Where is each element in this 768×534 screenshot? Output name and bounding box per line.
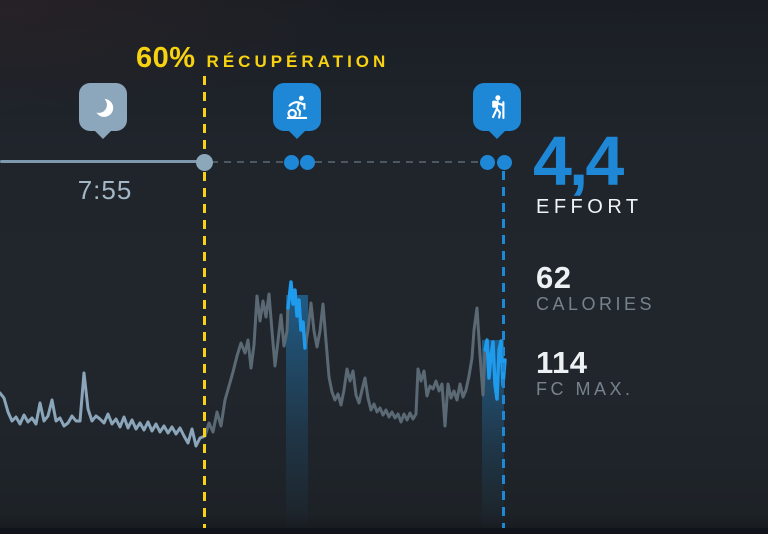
hiking-end-dot [497,155,512,170]
sleep-timeline-line [0,160,198,163]
hiking-start-dot [480,155,495,170]
effort-value: 4,4 [533,122,624,200]
recovery-percent: 60% [136,42,196,74]
recovery-label: RÉCUPÉRATION [206,52,390,71]
recovery-header: 60% RÉCUPÉRATION [136,42,389,75]
day-timeline-dashed-line [211,161,499,163]
indoor-cycling-badge[interactable] [273,83,321,131]
hiking-icon [492,95,505,119]
fc-max-value: 114 [536,345,588,380]
screen-bottom-edge [0,528,768,534]
effort-label: EFFORT [536,196,643,218]
hiking-badge[interactable] [473,83,521,131]
sleep-badge[interactable] [79,83,127,131]
calories-label: CALORIES [536,294,656,314]
fc-max-label: FC MAX. [536,379,634,399]
cycling-end-dot [300,155,315,170]
moon-icon [90,96,113,117]
sleep-end-dot [196,154,213,171]
activity-end-marker-line [502,171,505,534]
cycling-start-dot [284,155,299,170]
indoor-cycling-icon [286,95,308,119]
recovery-marker-line [203,76,206,534]
calories-value: 62 [536,260,572,295]
wake-time-label: 7:55 [77,175,133,205]
